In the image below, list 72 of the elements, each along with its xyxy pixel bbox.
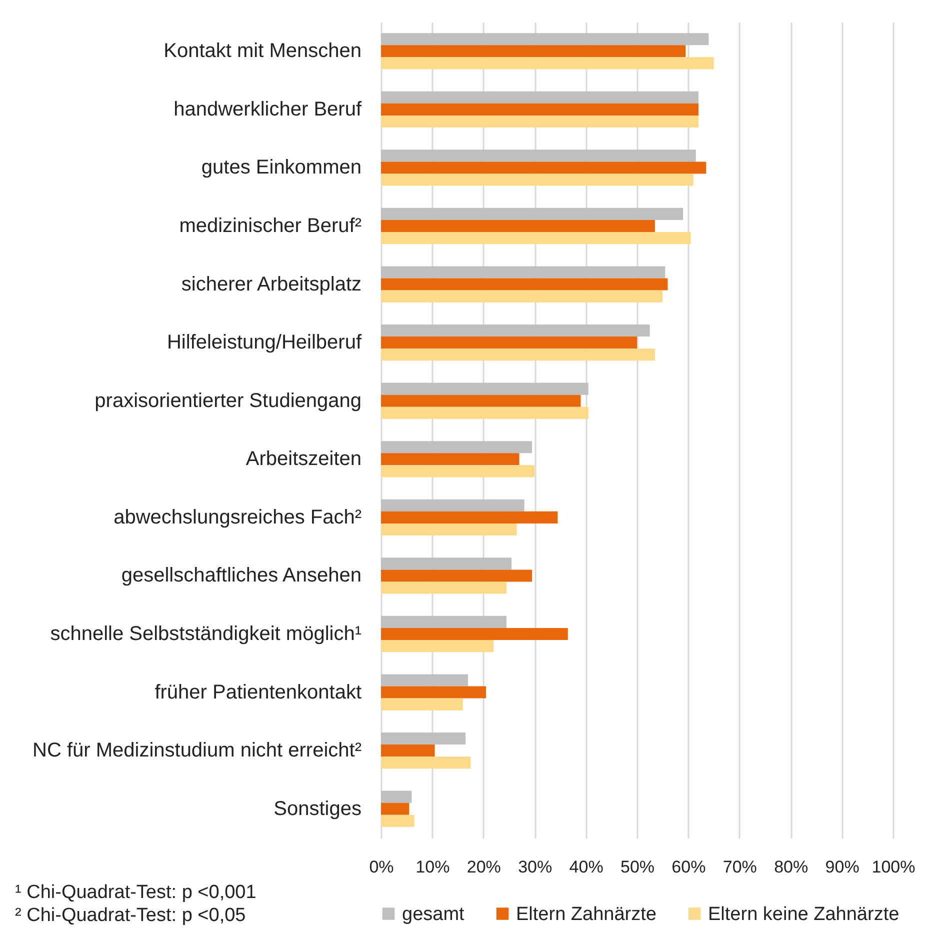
bar bbox=[381, 162, 706, 174]
bar bbox=[381, 558, 512, 570]
x-tick-label: 90% bbox=[825, 858, 860, 876]
bar bbox=[381, 208, 684, 220]
bar bbox=[381, 220, 655, 232]
bar bbox=[381, 348, 655, 361]
x-tick-label: 20% bbox=[466, 858, 501, 876]
bar bbox=[381, 732, 466, 745]
x-tick-label: 40% bbox=[569, 858, 604, 876]
bar bbox=[381, 814, 414, 827]
bar bbox=[381, 57, 714, 70]
x-tick-label: 100% bbox=[872, 858, 916, 876]
bar bbox=[381, 232, 691, 244]
legend-label: Eltern keine Zahnärzte bbox=[708, 904, 900, 925]
bar bbox=[381, 103, 698, 116]
y-tick-label: Hilfeleistung/Heilberuf bbox=[166, 332, 362, 354]
x-tick-label: 10% bbox=[416, 858, 450, 876]
bar bbox=[381, 150, 696, 162]
x-tick-label: 80% bbox=[774, 858, 808, 876]
y-tick-label: gesellschaftliches Ansehen bbox=[121, 564, 362, 587]
text: ² Chi-Quadrat-Test: p <0,05 bbox=[15, 905, 246, 926]
y-tick-label: sicherer Arbeitsplatz bbox=[181, 273, 362, 296]
x-tick-label: 60% bbox=[672, 858, 706, 876]
bar bbox=[381, 45, 686, 58]
bar bbox=[381, 324, 650, 337]
y-tick-label: Sonstiges bbox=[274, 798, 362, 820]
bar bbox=[381, 290, 663, 302]
bar bbox=[381, 802, 410, 815]
bar bbox=[381, 674, 468, 686]
bar bbox=[381, 394, 581, 407]
bar bbox=[381, 266, 666, 278]
bar bbox=[381, 628, 568, 640]
y-tick-label: handwerklicher Beruf bbox=[174, 98, 362, 120]
bar bbox=[381, 441, 532, 454]
bar bbox=[381, 91, 698, 104]
bar bbox=[381, 790, 412, 803]
bar bbox=[381, 278, 668, 290]
y-tick-label: abwechslungsreiches Fach² bbox=[114, 506, 362, 528]
bar bbox=[381, 499, 524, 512]
bar bbox=[381, 115, 698, 128]
y-tick-label: Arbeitszeiten bbox=[246, 448, 362, 470]
bar bbox=[381, 511, 558, 524]
bar bbox=[381, 744, 435, 757]
bar bbox=[381, 616, 506, 628]
y-tick-label: schnelle Selbstständigkeit möglich¹ bbox=[50, 623, 362, 645]
bar bbox=[381, 523, 517, 536]
bar bbox=[381, 756, 471, 769]
bar bbox=[381, 698, 463, 710]
y-tick-label: medizinischer Beruf² bbox=[179, 215, 362, 237]
bar bbox=[381, 453, 520, 466]
bar bbox=[381, 33, 709, 46]
bar bbox=[381, 336, 637, 349]
bar bbox=[381, 465, 535, 478]
bar bbox=[381, 570, 532, 582]
text: ¹ Chi-Quadrat-Test: p <0,001 bbox=[15, 882, 256, 903]
bar bbox=[381, 640, 494, 652]
y-tick-label: gutes Einkommen bbox=[201, 156, 362, 179]
bar bbox=[381, 174, 694, 186]
bar bbox=[381, 686, 486, 698]
x-tick-label: 70% bbox=[722, 858, 757, 876]
x-tick-label: 30% bbox=[518, 858, 552, 876]
legend-label: Eltern Zahnärzte bbox=[516, 904, 656, 925]
x-tick-label: 0% bbox=[369, 858, 394, 876]
x-tick-label: 50% bbox=[620, 858, 655, 876]
bar bbox=[381, 406, 588, 419]
legend-label: gesamt bbox=[402, 904, 466, 925]
bar bbox=[381, 582, 506, 594]
y-tick-label: praxisorientierter Studiengang bbox=[94, 390, 362, 412]
y-tick-label: früher Patientenkontakt bbox=[154, 681, 362, 704]
bar bbox=[381, 382, 588, 395]
y-tick-label: Kontakt mit Menschen bbox=[164, 40, 362, 62]
y-tick-label: NC für Medizinstudium nicht erreicht² bbox=[32, 740, 362, 762]
